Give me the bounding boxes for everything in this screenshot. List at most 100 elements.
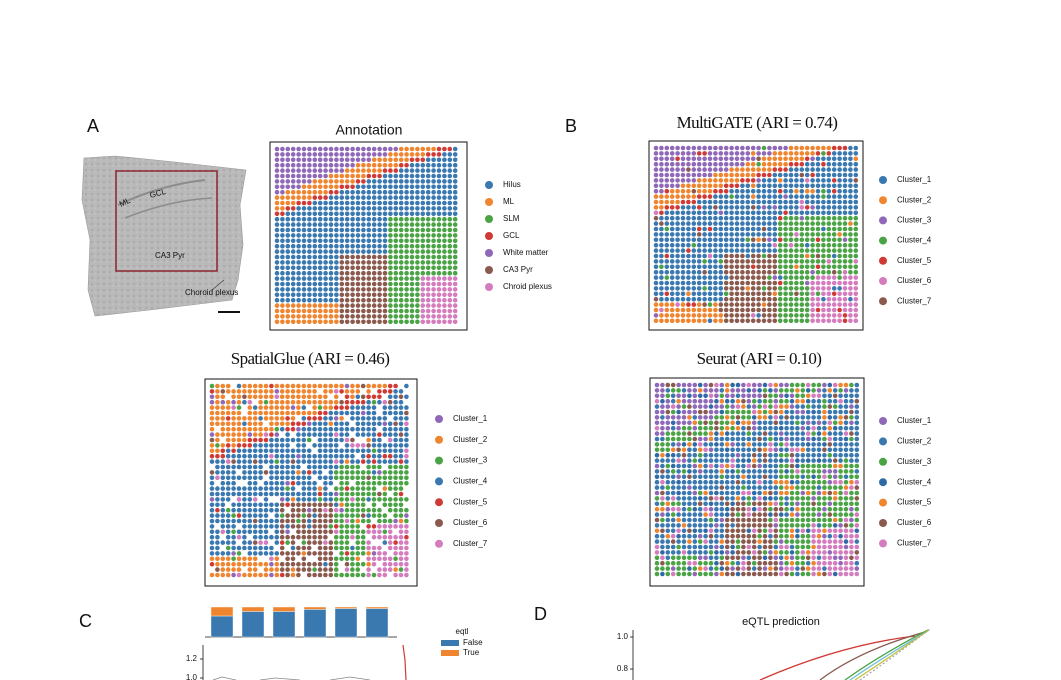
- spot: [269, 464, 274, 470]
- spot: [761, 210, 767, 216]
- spot: [735, 566, 741, 571]
- spot: [258, 572, 263, 578]
- spot: [654, 463, 660, 469]
- spot: [296, 551, 301, 556]
- spot: [269, 448, 274, 454]
- spot: [746, 425, 752, 431]
- spot: [387, 394, 393, 400]
- spot: [333, 426, 339, 432]
- spot: [296, 211, 301, 217]
- spot: [794, 188, 799, 194]
- spot: [848, 167, 853, 172]
- spot: [822, 474, 827, 480]
- spot: [826, 221, 832, 226]
- spot: [290, 518, 296, 524]
- spot: [361, 260, 366, 265]
- spot: [762, 560, 768, 566]
- spot: [822, 560, 827, 566]
- spot: [285, 200, 291, 206]
- spot: [795, 566, 800, 571]
- spot: [452, 297, 458, 303]
- spot: [795, 420, 800, 426]
- spot: [795, 555, 800, 561]
- spot: [285, 567, 290, 572]
- spot: [366, 189, 372, 195]
- spot: [675, 237, 680, 243]
- spot: [274, 448, 280, 454]
- spot: [750, 188, 756, 194]
- spot: [826, 318, 832, 324]
- spot: [675, 145, 680, 151]
- spot: [713, 280, 718, 286]
- spot: [767, 264, 772, 270]
- spot: [285, 152, 291, 157]
- spot: [269, 421, 274, 427]
- spot: [757, 436, 762, 442]
- spot: [681, 436, 687, 442]
- spot: [734, 259, 740, 264]
- spot: [323, 486, 328, 491]
- spot: [654, 431, 660, 436]
- spot: [757, 550, 762, 555]
- spot: [290, 292, 296, 298]
- spot: [231, 507, 236, 513]
- spot: [745, 307, 751, 313]
- spot: [815, 264, 821, 270]
- spot: [788, 237, 794, 243]
- spot: [735, 533, 741, 539]
- spot: [741, 560, 746, 566]
- spot: [772, 318, 778, 324]
- spot: [784, 528, 789, 534]
- spot: [431, 297, 436, 303]
- spot: [447, 314, 453, 319]
- spot: [783, 318, 788, 324]
- spot: [328, 410, 334, 416]
- spot: [768, 382, 773, 388]
- spot: [350, 233, 355, 238]
- spot: [366, 567, 371, 572]
- spot: [842, 178, 848, 183]
- spot: [826, 145, 832, 151]
- spot: [317, 222, 323, 227]
- spot: [323, 308, 328, 314]
- spot: [719, 501, 725, 507]
- spot: [687, 533, 692, 539]
- spot: [280, 260, 285, 265]
- spot: [301, 491, 307, 497]
- spot: [708, 442, 714, 447]
- spot: [404, 507, 409, 513]
- spot: [794, 313, 799, 318]
- spot: [687, 431, 692, 436]
- spot: [670, 555, 676, 561]
- spot: [676, 512, 681, 517]
- spot: [312, 206, 318, 211]
- spot: [746, 566, 752, 571]
- spot: [723, 318, 729, 324]
- spot: [687, 398, 692, 404]
- spot: [687, 415, 692, 420]
- spot: [832, 420, 838, 426]
- spot: [789, 517, 795, 523]
- spot: [387, 459, 393, 464]
- plot-fragment: [212, 676, 371, 680]
- spot: [442, 243, 447, 249]
- spot: [377, 254, 382, 260]
- spot: [660, 452, 665, 458]
- spot: [393, 216, 399, 222]
- spot: [344, 314, 350, 319]
- spot: [387, 529, 393, 535]
- spot: [675, 253, 680, 259]
- spot: [285, 405, 290, 410]
- spot: [714, 544, 719, 550]
- spot: [290, 238, 296, 244]
- spot: [762, 458, 768, 463]
- spot: [442, 314, 447, 319]
- spot: [670, 469, 676, 474]
- spot: [366, 211, 372, 217]
- spot: [707, 221, 713, 226]
- spot: [404, 561, 409, 567]
- spot: [665, 447, 671, 453]
- spot: [837, 156, 842, 162]
- spot: [767, 156, 772, 162]
- spot: [665, 398, 671, 404]
